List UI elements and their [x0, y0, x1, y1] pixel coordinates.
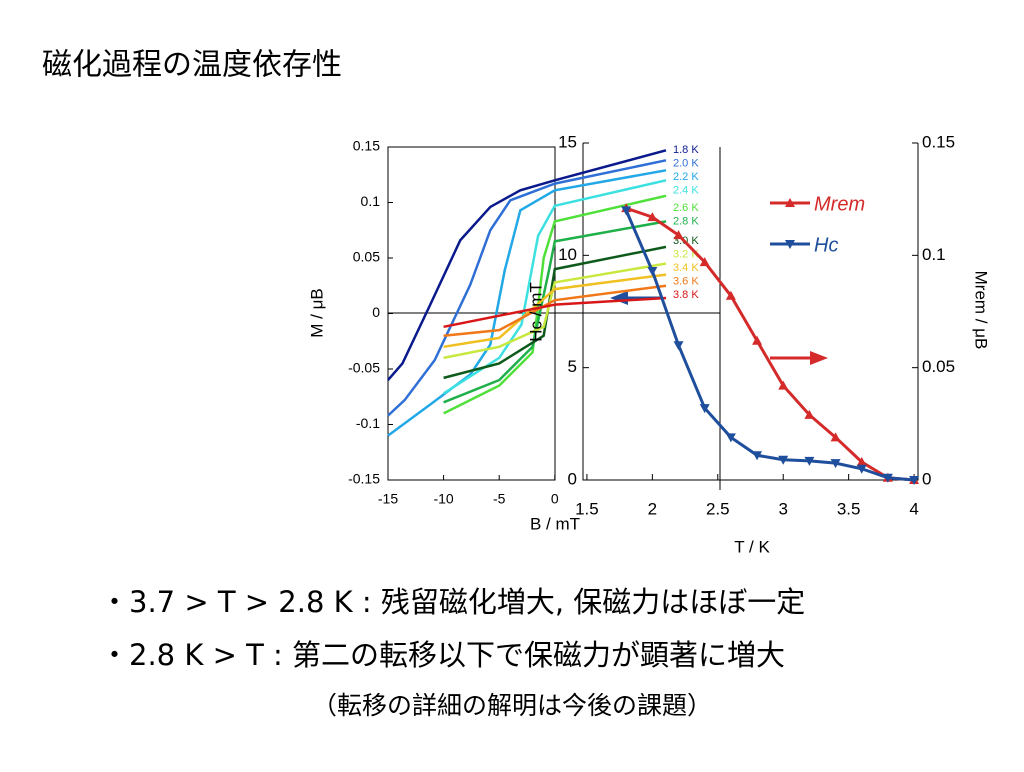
marker — [647, 212, 658, 222]
legend-label: 3.4 K — [673, 262, 699, 274]
bullet: ・2.8 K > T : 第二の転移以下で保磁力が顕著に増大 — [100, 638, 785, 672]
marker — [830, 432, 841, 442]
marker — [673, 230, 684, 240]
series-line — [443, 273, 667, 349]
y2-axis-label: Mrem / μB — [972, 271, 991, 350]
marker — [647, 267, 658, 277]
marker — [725, 433, 736, 443]
marker — [673, 341, 684, 351]
y-tick-label: 0.15 — [353, 138, 380, 154]
marker — [699, 257, 710, 267]
legend-label: 2.8 K — [673, 215, 699, 227]
x-tick-label: -10 — [433, 491, 453, 507]
marker — [752, 451, 763, 461]
y-tick-label: 0 — [568, 469, 577, 488]
y-axis-label: Hc / mT — [526, 282, 545, 342]
y2-tick-label: 0 — [922, 469, 931, 488]
marker — [856, 457, 867, 467]
y-tick-label: 10 — [558, 245, 577, 264]
y-tick-label: 15 — [558, 132, 577, 151]
marker — [882, 473, 893, 483]
series-line — [624, 209, 915, 482]
marker — [804, 409, 815, 419]
marker — [752, 335, 763, 345]
series-line — [387, 169, 667, 437]
marker — [725, 290, 736, 300]
legend-label: 1.8 K — [673, 144, 699, 156]
x-tick-label: 3 — [778, 499, 787, 518]
y2-tick-label: 0.15 — [922, 132, 955, 151]
note: （転移の詳細の解明は今後の課題） — [312, 691, 712, 720]
legend-label: 2.6 K — [673, 202, 699, 214]
bullet: ・3.7 > T > 2.8 K : 残留磁化増大, 保磁力はほぼ一定 — [100, 585, 805, 619]
x-axis-label: T / K — [734, 537, 770, 556]
marker — [830, 459, 841, 469]
legend-label: 3.6 K — [673, 275, 699, 287]
marker — [778, 455, 789, 465]
series-line — [443, 245, 667, 380]
series-line — [443, 262, 667, 360]
y-tick-label: 0.1 — [361, 193, 381, 209]
legend-marker — [785, 198, 795, 207]
marker — [699, 404, 710, 414]
series-line — [625, 206, 915, 482]
legend-label: Hc — [814, 234, 838, 256]
y-tick-label: 5 — [568, 357, 577, 376]
marker — [856, 464, 867, 474]
y-tick-label: -0.15 — [348, 471, 380, 487]
legend-marker — [785, 240, 795, 249]
marker — [909, 476, 920, 485]
x-tick-label: -15 — [378, 491, 398, 507]
y2-tick-label: 0.05 — [922, 357, 955, 376]
x-tick-label: 1.5 — [575, 499, 599, 518]
arrow — [770, 351, 828, 365]
x-tick-label: 2.5 — [706, 499, 730, 518]
marker — [778, 380, 789, 390]
x-axis-label: B / mT — [530, 514, 580, 533]
y2-tick-label: 0.1 — [922, 245, 946, 264]
x-tick-label: 2 — [648, 499, 657, 518]
series-line — [442, 179, 667, 395]
y-tick-label: -0.1 — [356, 415, 380, 431]
plot-frame — [582, 143, 919, 481]
series-line — [387, 159, 667, 417]
legend-label: 2.0 K — [673, 157, 699, 169]
y-tick-label: -0.05 — [348, 360, 380, 376]
legend-label: 2.4 K — [673, 184, 699, 196]
slide-title: 磁化過程の温度依存性 — [42, 48, 342, 83]
y-tick-label: 0 — [372, 304, 380, 320]
x-tick-label: 0 — [551, 491, 559, 507]
series-line — [443, 296, 667, 329]
series-line — [387, 149, 667, 381]
marker — [621, 206, 632, 216]
x-tick-label: 4 — [909, 499, 918, 518]
y-tick-label: 0.05 — [353, 249, 380, 265]
legend-label: Mrem — [814, 193, 865, 215]
legend-label: 3.8 K — [673, 289, 699, 301]
x-tick-label: -5 — [493, 491, 506, 507]
y-axis-label: M / μB — [307, 288, 326, 337]
series-line — [443, 284, 667, 337]
legend-label: 2.2 K — [673, 171, 699, 183]
x-tick-label: 3.5 — [837, 499, 861, 518]
marker — [804, 456, 815, 466]
